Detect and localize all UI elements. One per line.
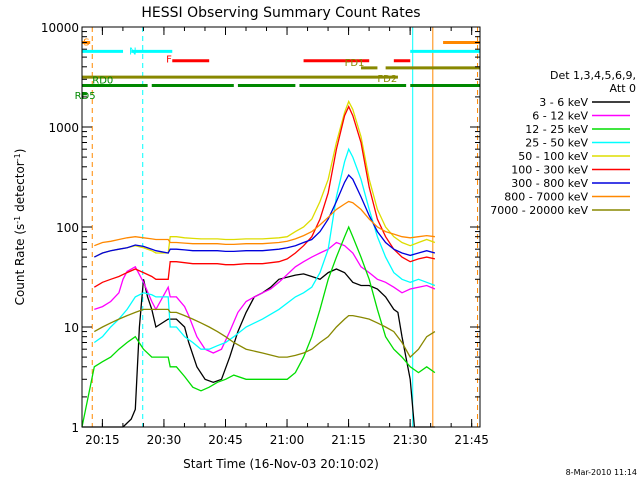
y-tick-label-3: 1000 <box>48 121 79 135</box>
status-label-fd2: FD2 <box>377 74 397 85</box>
series-line-1 <box>94 241 436 354</box>
series-line-4 <box>94 99 436 258</box>
chart-title: HESSI Observing Summary Count Rates <box>141 5 420 21</box>
legend-label-2: 12 - 25 keV <box>525 123 588 136</box>
x-tick-label-4: 21:15 <box>331 433 366 447</box>
series-line-2 <box>81 225 436 428</box>
legend-label-0: 3 - 6 keV <box>539 96 588 109</box>
x-axis-label: Start Time (16-Nov-03 20:10:02) <box>183 457 379 471</box>
legend-label-8: 7000 - 20000 keV <box>490 204 588 217</box>
series-line-0 <box>82 268 435 428</box>
legend-label-7: 800 - 7000 keV <box>504 191 588 204</box>
series-line-8 <box>93 308 436 359</box>
series-line-5 <box>93 105 436 288</box>
status-label-f: F <box>166 55 172 66</box>
x-tick-label-2: 20:45 <box>208 433 243 447</box>
legend-header-attenuator: Att 0 <box>610 82 636 95</box>
legend-label-4: 50 - 100 keV <box>518 150 588 163</box>
x-tick-label-6: 21:45 <box>454 433 489 447</box>
x-tick-label-1: 20:30 <box>147 433 182 447</box>
series-line-7 <box>94 200 435 247</box>
y-tick-label-2: 100 <box>56 221 79 235</box>
status-label-rd0: RD0 <box>92 76 113 87</box>
series-line-6 <box>94 174 436 258</box>
y-tick-label-1: 10 <box>64 321 79 335</box>
x-tick-label-5: 21:30 <box>393 433 428 447</box>
x-tick-label-0: 20:15 <box>85 433 120 447</box>
status-label-rd5: RD5 <box>75 91 96 102</box>
footer-timestamp: 8-Mar-2010 11:14 <box>566 468 637 477</box>
y-axis: 1 10 100 1000 10000 <box>41 21 480 435</box>
legend-header-detectors: Det 1,3,4,5,6,9, <box>550 69 636 82</box>
status-label-n: N <box>129 46 136 57</box>
legend-label-5: 100 - 300 keV <box>511 164 588 177</box>
y-tick-label-4: 10000 <box>41 21 79 35</box>
legend-label-6: 300 - 800 keV <box>511 177 588 190</box>
x-axis: 20:15 20:30 20:45 21:00 21:15 21:30 21:45 <box>85 27 489 447</box>
legend-label-3: 25 - 50 keV <box>525 137 588 150</box>
legend-label-1: 6 - 12 keV <box>532 110 588 123</box>
series-line-3 <box>93 147 436 350</box>
status-label-fd1: FD1 <box>345 58 365 69</box>
y-axis-label: Count Rate (s-1 detector-1) <box>13 149 27 306</box>
x-tick-label-3: 21:00 <box>270 433 305 447</box>
y-tick-label-0: 1 <box>71 421 79 435</box>
